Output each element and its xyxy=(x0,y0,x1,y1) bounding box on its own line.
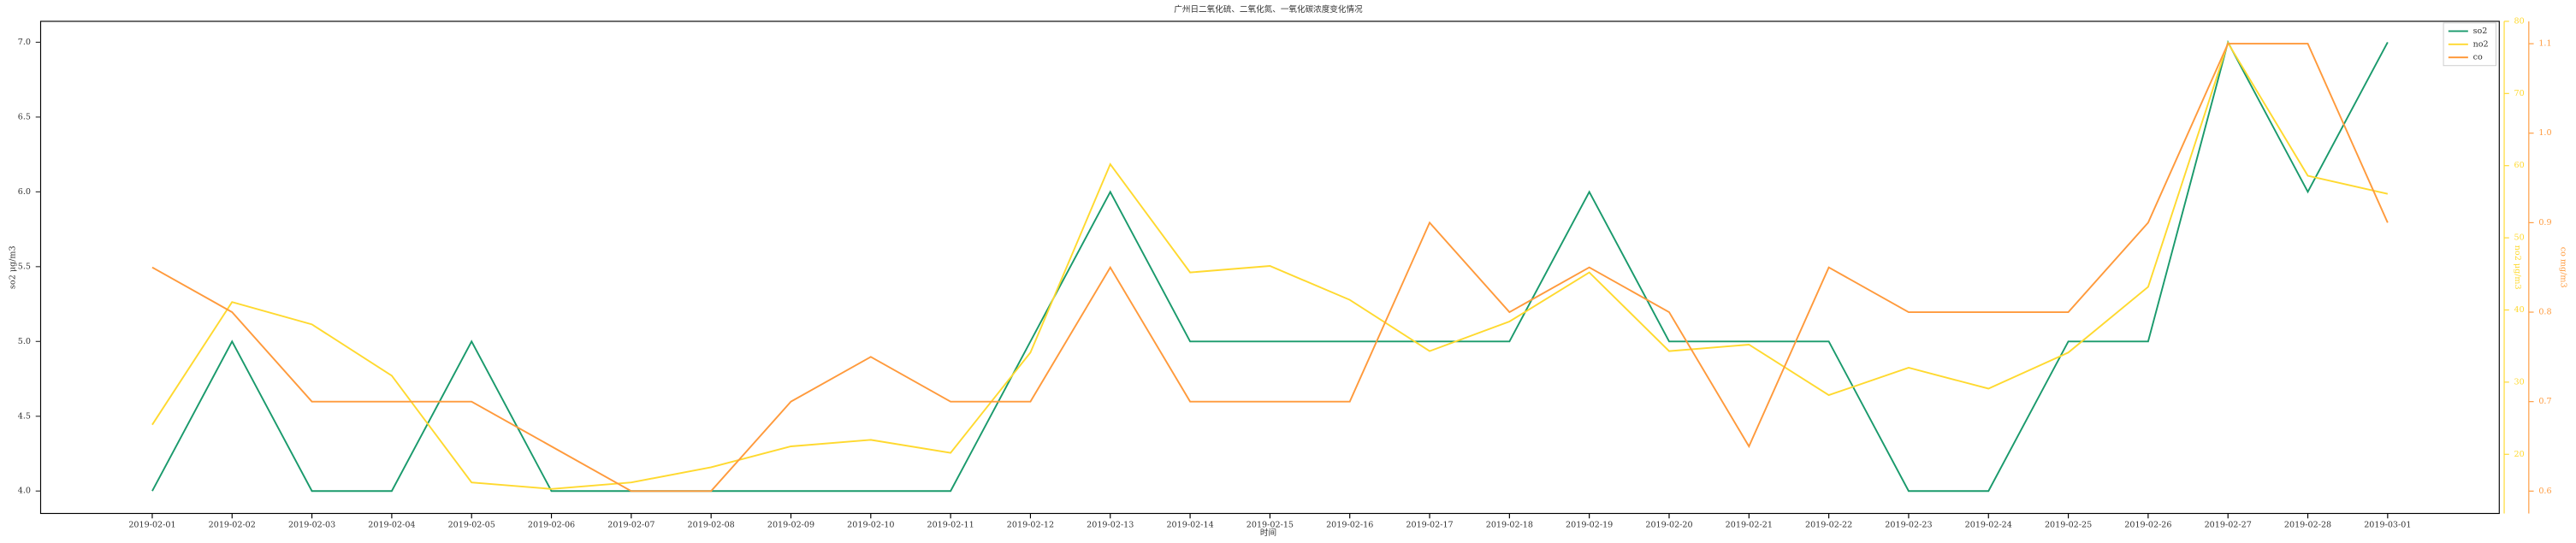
x-tick-label: 2019-02-11 xyxy=(927,520,974,529)
x-axis-label: 时间 xyxy=(1260,528,1276,538)
legend-label: no2 xyxy=(2473,39,2489,49)
y2-axis-label: no2 μg/m3 xyxy=(2513,245,2522,290)
plot-frame xyxy=(39,21,2500,515)
tick-label: 4.0 xyxy=(18,487,31,496)
tick-label: 0.9 xyxy=(2538,218,2551,227)
x-tick-label: 2019-02-24 xyxy=(1965,520,2012,529)
x-tick-label: 2019-02-05 xyxy=(448,520,495,529)
x-tick-label: 2019-02-16 xyxy=(1326,520,1373,529)
tick-label: 0.8 xyxy=(2538,308,2551,317)
x-tick-label: 2019-02-04 xyxy=(368,520,415,529)
x-tick-label: 2019-02-03 xyxy=(288,520,335,529)
tick-label: 80 xyxy=(2514,16,2525,26)
tick-label: 5.5 xyxy=(18,262,31,271)
x-tick-label: 2019-02-28 xyxy=(2284,520,2331,529)
tick-label: 5.0 xyxy=(18,337,31,346)
tick-label: 20 xyxy=(2514,450,2525,459)
y-axis-label: so2 μg/m3 xyxy=(8,245,17,289)
x-tick-label: 2019-02-20 xyxy=(1645,520,1692,529)
tick-label: 0.6 xyxy=(2538,487,2551,496)
tick-label: 60 xyxy=(2514,161,2525,170)
tick-label: 70 xyxy=(2514,89,2525,98)
x-tick-label: 2019-02-23 xyxy=(1885,520,1932,529)
x-tick-label: 2019-02-08 xyxy=(688,520,735,529)
legend-label: so2 xyxy=(2473,27,2488,36)
tick-label: 1.0 xyxy=(2538,128,2551,138)
x-tick-label: 2019-02-15 xyxy=(1247,520,1294,529)
x-tick-label: 2019-02-26 xyxy=(2124,520,2171,529)
tick-label: 40 xyxy=(2514,305,2525,315)
y3-axis-label: co mg/m3 xyxy=(2559,247,2568,288)
x-tick-label: 2019-02-07 xyxy=(607,520,654,529)
x-tick-label: 2019-03-01 xyxy=(2364,520,2411,529)
series-line xyxy=(151,39,2389,493)
x-tick-label: 2019-02-25 xyxy=(2045,520,2092,529)
x-tick-label: 2019-02-06 xyxy=(528,520,575,529)
x-tick-label: 2019-02-17 xyxy=(1406,520,1453,529)
x-tick-label: 2019-02-09 xyxy=(767,520,814,529)
x-tick-label: 2019-02-18 xyxy=(1486,520,1533,529)
legend-label: co xyxy=(2473,53,2483,62)
x-tick-label: 2019-02-14 xyxy=(1166,520,1213,529)
tick-label: 50 xyxy=(2514,233,2525,243)
x-tick-label: 2019-02-19 xyxy=(1566,520,1613,529)
x-tick-label: 2019-02-02 xyxy=(209,520,256,529)
series-line xyxy=(151,40,2389,490)
x-tick-label: 2019-02-12 xyxy=(1007,520,1054,529)
x-tick-label: 2019-02-21 xyxy=(1726,520,1773,529)
x-tick-label: 2019-02-13 xyxy=(1087,520,1134,529)
series-line xyxy=(151,43,2389,493)
x-tick-label: 2019-02-22 xyxy=(1805,520,1852,529)
chart-title: 广州日二氧化硫、二氧化氮、一氧化碳浓度变化情况 xyxy=(1174,4,1363,15)
tick-label: 7.0 xyxy=(18,38,31,47)
tick-label: 30 xyxy=(2514,377,2525,387)
tick-label: 6.5 xyxy=(18,112,31,121)
tick-label: 4.5 xyxy=(18,411,31,421)
x-tick-label: 2019-02-27 xyxy=(2205,520,2252,529)
tick-label: 1.1 xyxy=(2538,39,2551,49)
tick-label: 0.7 xyxy=(2538,397,2551,406)
x-tick-label: 2019-02-10 xyxy=(847,520,894,529)
tick-label: 6.0 xyxy=(18,187,31,197)
x-tick-label: 2019-02-01 xyxy=(128,520,175,529)
